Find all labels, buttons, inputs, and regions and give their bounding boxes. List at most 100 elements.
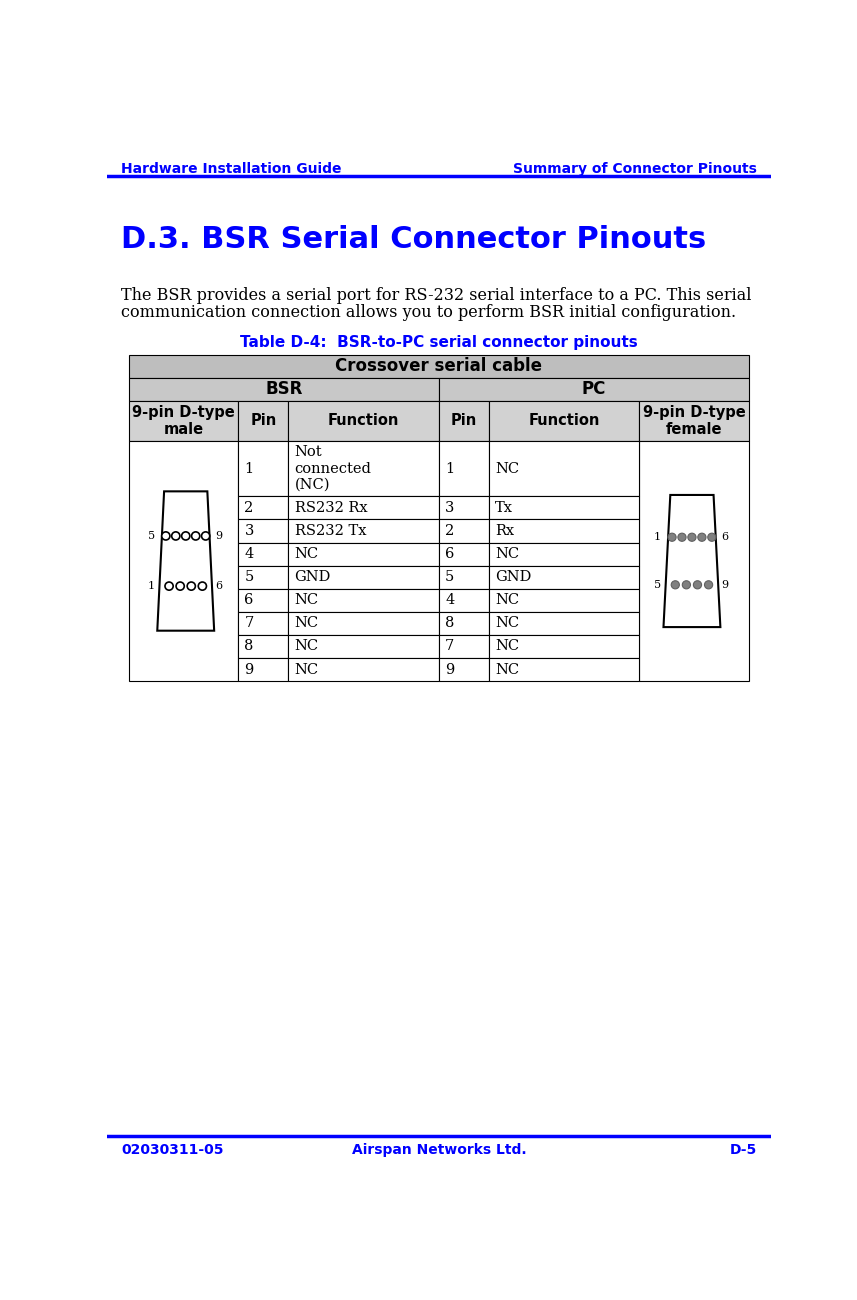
Bar: [489, 658, 639, 681]
Text: GND: GND: [295, 571, 331, 584]
Text: Function: Function: [328, 413, 399, 429]
Text: 2: 2: [244, 500, 254, 515]
Text: 5: 5: [654, 580, 661, 590]
Circle shape: [688, 533, 696, 541]
Circle shape: [668, 533, 676, 541]
Bar: [489, 612, 639, 634]
Text: 6: 6: [445, 547, 454, 562]
Text: Function: Function: [529, 413, 600, 429]
Text: BSR: BSR: [265, 381, 303, 398]
Bar: [489, 542, 639, 566]
Text: 9: 9: [244, 663, 254, 676]
Text: 9-pin D-type
male: 9-pin D-type male: [132, 404, 235, 437]
Text: communication connection allows you to perform BSR initial configuration.: communication connection allows you to p…: [121, 304, 736, 321]
Text: 6: 6: [215, 581, 222, 592]
Bar: [289, 520, 439, 542]
Text: NC: NC: [495, 663, 519, 676]
Text: 3: 3: [244, 524, 254, 538]
Bar: [238, 634, 289, 658]
Text: 6: 6: [721, 532, 728, 542]
Circle shape: [162, 532, 170, 539]
Text: 3: 3: [445, 500, 454, 515]
Text: NC: NC: [495, 462, 519, 476]
Text: Rx: Rx: [495, 524, 514, 538]
Text: NC: NC: [295, 616, 319, 630]
Text: 5: 5: [244, 571, 254, 584]
Text: 8: 8: [445, 616, 454, 630]
Circle shape: [165, 582, 173, 590]
Bar: [289, 542, 439, 566]
Polygon shape: [158, 491, 214, 630]
Text: RS232 Rx: RS232 Rx: [295, 500, 367, 515]
Bar: [129, 378, 439, 400]
Text: 9-pin D-type
female: 9-pin D-type female: [643, 404, 746, 437]
Text: 8: 8: [244, 640, 254, 654]
Circle shape: [198, 582, 207, 590]
Text: D-5: D-5: [730, 1143, 758, 1157]
Text: 6: 6: [244, 593, 254, 607]
Bar: [439, 520, 489, 542]
Circle shape: [192, 532, 200, 539]
Bar: [289, 441, 439, 497]
Bar: [439, 542, 489, 566]
Text: Summary of Connector Pinouts: Summary of Connector Pinouts: [513, 162, 758, 177]
Circle shape: [671, 581, 680, 589]
Bar: [489, 589, 639, 612]
Text: RS232 Tx: RS232 Tx: [295, 524, 366, 538]
Bar: [129, 441, 238, 681]
Bar: [439, 441, 489, 497]
Bar: [439, 658, 489, 681]
Text: 1: 1: [244, 462, 254, 476]
Text: 9: 9: [215, 530, 222, 541]
Bar: [289, 589, 439, 612]
Bar: [489, 566, 639, 589]
Text: Crossover serial cable: Crossover serial cable: [335, 358, 542, 376]
Circle shape: [171, 532, 180, 539]
Bar: [439, 566, 489, 589]
Bar: [238, 497, 289, 520]
Bar: [639, 441, 749, 681]
Bar: [238, 566, 289, 589]
Bar: [289, 497, 439, 520]
Text: NC: NC: [295, 547, 319, 562]
Bar: [289, 634, 439, 658]
Text: NC: NC: [495, 547, 519, 562]
Text: 9: 9: [445, 663, 454, 676]
Text: 4: 4: [244, 547, 254, 562]
Polygon shape: [663, 495, 721, 627]
Bar: [238, 542, 289, 566]
Bar: [289, 612, 439, 634]
Text: 7: 7: [244, 616, 254, 630]
Bar: [129, 355, 749, 378]
Text: D.3. BSR Serial Connector Pinouts: D.3. BSR Serial Connector Pinouts: [121, 225, 706, 255]
Bar: [238, 400, 289, 441]
Bar: [238, 520, 289, 542]
Bar: [439, 400, 489, 441]
Bar: [489, 400, 639, 441]
Circle shape: [187, 582, 195, 590]
Text: 2: 2: [445, 524, 454, 538]
Bar: [238, 658, 289, 681]
Bar: [489, 441, 639, 497]
Circle shape: [201, 532, 210, 539]
Circle shape: [182, 532, 189, 539]
Text: Pin: Pin: [250, 413, 277, 429]
Text: NC: NC: [295, 663, 319, 676]
Text: 02030311-05: 02030311-05: [121, 1143, 224, 1157]
Bar: [489, 497, 639, 520]
Text: NC: NC: [495, 616, 519, 630]
Text: Table D-4:  BSR-to-PC serial connector pinouts: Table D-4: BSR-to-PC serial connector pi…: [240, 334, 638, 350]
Text: 9: 9: [721, 580, 728, 590]
Text: Hardware Installation Guide: Hardware Installation Guide: [121, 162, 342, 177]
Bar: [439, 378, 749, 400]
Text: Tx: Tx: [495, 500, 513, 515]
Bar: [289, 566, 439, 589]
Bar: [238, 441, 289, 497]
Text: 7: 7: [445, 640, 454, 654]
Text: 4: 4: [445, 593, 454, 607]
Circle shape: [678, 533, 686, 541]
Bar: [439, 589, 489, 612]
Text: NC: NC: [495, 593, 519, 607]
Bar: [289, 400, 439, 441]
Text: 5: 5: [147, 530, 155, 541]
